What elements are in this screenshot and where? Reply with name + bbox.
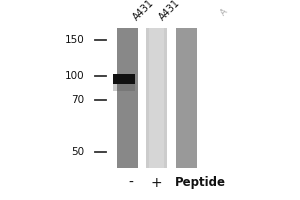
Text: A: A (219, 7, 230, 17)
Text: 100: 100 (65, 71, 85, 81)
Text: 50: 50 (71, 147, 85, 157)
Text: -: - (129, 176, 134, 190)
Bar (176, 28, 197, 168)
Bar (167, 28, 170, 168)
Bar (148, 28, 164, 168)
Text: +: + (150, 176, 162, 190)
Bar (117, 28, 137, 168)
Text: Peptide: Peptide (175, 176, 226, 189)
Bar (113, 84, 135, 91)
Text: 70: 70 (71, 95, 85, 105)
Text: 150: 150 (65, 35, 85, 45)
Bar (146, 28, 166, 168)
Text: A431: A431 (158, 0, 182, 23)
Text: A431: A431 (131, 0, 156, 23)
Bar (113, 74, 135, 84)
Bar (137, 28, 141, 168)
